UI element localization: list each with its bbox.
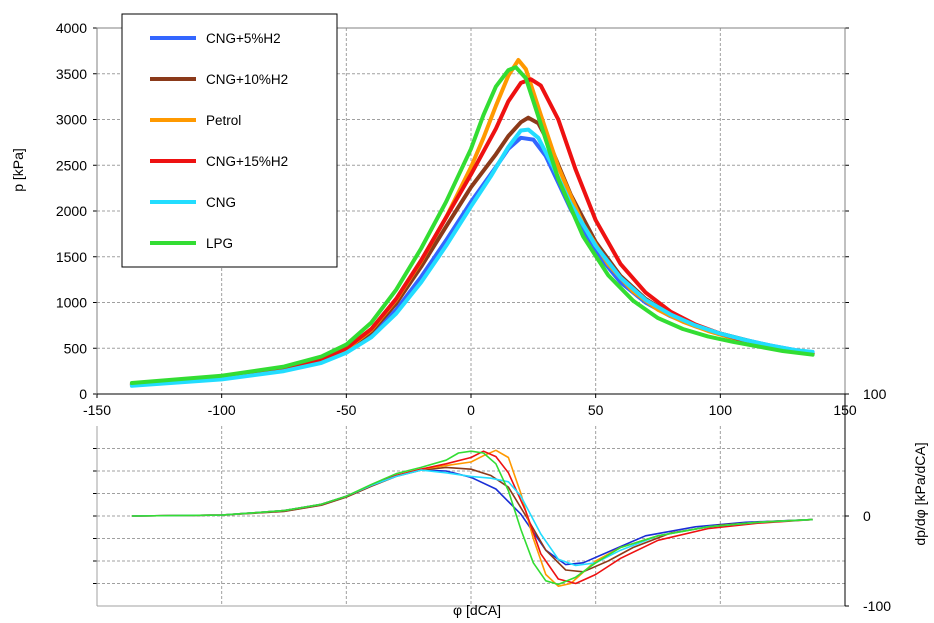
bottom-panel-derivative: 100 0 -100 — [93, 386, 891, 614]
series-line-bottom-0 — [131, 469, 813, 566]
tick-label-top-y-2: 1000 — [56, 295, 87, 311]
tick-label-top-y-1: 500 — [64, 340, 88, 356]
tick-label-top-y-4: 2000 — [56, 203, 87, 219]
tick-label-x-5: 100 — [709, 402, 733, 418]
legend-label-0: CNG+5%H2 — [206, 31, 281, 46]
legend-label-3: CNG+15%H2 — [206, 154, 288, 169]
legend: CNG+5%H2 CNG+10%H2 Petrol CNG+15%H2 CNG LPG — [121, 13, 338, 268]
tick-label-top-y-7: 3500 — [56, 66, 87, 82]
legend-label-5: LPG — [206, 236, 233, 251]
legend-label-1: CNG+10%H2 — [206, 72, 288, 87]
legend-label-2: Petrol — [206, 113, 241, 128]
tick-label-bottom-y-2: -100 — [863, 598, 891, 614]
series-line-top-4 — [129, 127, 815, 388]
series-line-bottom-5 — [131, 450, 813, 586]
tick-label-top-y-6: 3000 — [56, 112, 87, 128]
tick-label-x-1: -100 — [208, 402, 236, 418]
tick-label-x-0: -150 — [83, 402, 111, 418]
tick-label-bottom-y-0: 100 — [863, 386, 887, 402]
legend-box — [121, 13, 338, 268]
tick-label-top-y-5: 2500 — [56, 157, 87, 173]
tick-label-x-3: 0 — [467, 402, 475, 418]
y-axis-title-bottom: dp/dφ [kPa/dCA] — [912, 442, 928, 545]
tick-label-top-y-8: 4000 — [56, 20, 87, 36]
x-axis-title: φ [dCA] — [453, 602, 501, 618]
tick-label-x-2: -50 — [336, 402, 356, 418]
series-line-bottom-1 — [131, 466, 813, 573]
legend-label-4: CNG — [206, 195, 236, 210]
tick-label-x-4: 50 — [588, 402, 604, 418]
tick-label-top-y-3: 1500 — [56, 249, 87, 265]
y-axis-title-top: p [kPa] — [10, 148, 26, 192]
tick-label-top-y-0: 0 — [79, 386, 87, 402]
series-line-bottom-4 — [131, 469, 813, 567]
series-line-top-5 — [129, 65, 815, 385]
tick-label-bottom-y-1: 0 — [863, 508, 871, 524]
